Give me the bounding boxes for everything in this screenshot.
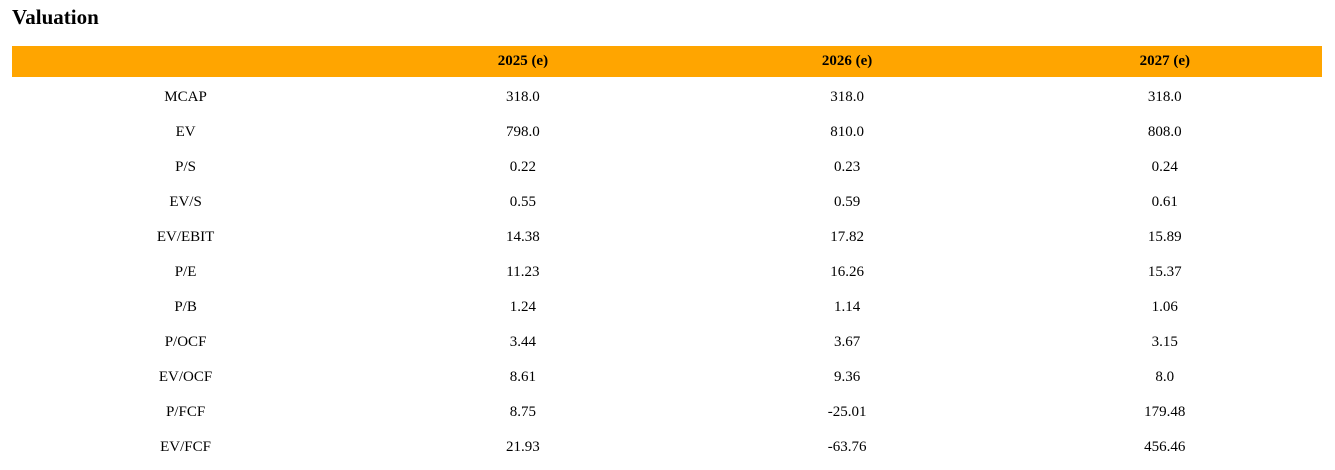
metric-value: 808.0 [1007,115,1322,150]
metric-value: 3.44 [359,325,687,360]
metric-value: 798.0 [359,115,687,150]
metric-value: 3.67 [686,325,1008,360]
metric-column-header [12,46,360,77]
metric-value: 15.37 [1007,255,1322,290]
metric-label: P/E [12,255,360,290]
metric-value: 11.23 [359,255,687,290]
metric-label: EV/S [12,185,360,220]
table-row: P/FCF 8.75 -25.01 179.48 [12,395,1322,430]
metric-value: 0.61 [1007,185,1322,220]
metric-value: 456.46 [1007,430,1322,465]
column-header-2027: 2027 (e) [1007,46,1322,77]
table-row: EV/FCF 21.93 -63.76 456.46 [12,430,1322,465]
page-title: Valuation [12,5,99,29]
metric-value: 318.0 [686,77,1008,115]
metric-value: 0.24 [1007,150,1322,185]
metric-value: 9.36 [686,360,1008,395]
metric-value: 14.38 [359,220,687,255]
table-header-row: 2025 (e) 2026 (e) 2027 (e) [12,46,1322,77]
metric-value: 810.0 [686,115,1008,150]
metric-value: 17.82 [686,220,1008,255]
metric-label: EV/OCF [12,360,360,395]
metric-value: 0.55 [359,185,687,220]
metric-label: EV/EBIT [12,220,360,255]
metric-label: MCAP [12,77,360,115]
metric-value: 8.0 [1007,360,1322,395]
table-row: P/B 1.24 1.14 1.06 [12,290,1322,325]
metric-label: EV [12,115,360,150]
metric-value: 1.14 [686,290,1008,325]
metric-value: -63.76 [686,430,1008,465]
metric-label: EV/FCF [12,430,360,465]
metric-label: P/FCF [12,395,360,430]
column-header-2025: 2025 (e) [359,46,687,77]
table-row: EV/S 0.55 0.59 0.61 [12,185,1322,220]
table-row: EV/OCF 8.61 9.36 8.0 [12,360,1322,395]
table-row: P/OCF 3.44 3.67 3.15 [12,325,1322,360]
metric-value: 318.0 [1007,77,1322,115]
metric-label: P/OCF [12,325,360,360]
metric-value: 15.89 [1007,220,1322,255]
table-row: MCAP 318.0 318.0 318.0 [12,77,1322,115]
table-row: EV/EBIT 14.38 17.82 15.89 [12,220,1322,255]
metric-value: 1.06 [1007,290,1322,325]
metric-value: -25.01 [686,395,1008,430]
table-row: P/S 0.22 0.23 0.24 [12,150,1322,185]
column-header-2026: 2026 (e) [686,46,1008,77]
metric-value: 8.61 [359,360,687,395]
table-row: EV 798.0 810.0 808.0 [12,115,1322,150]
table-body: MCAP 318.0 318.0 318.0 EV 798.0 810.0 808.0 P/S 0… [12,77,1322,465]
metric-value: 0.23 [686,150,1008,185]
metric-label: P/B [12,290,360,325]
metric-label: P/S [12,150,360,185]
metric-value: 3.15 [1007,325,1322,360]
valuation-table: 2025 (e) 2026 (e) 2027 (e) MCAP 318.0 318.… [12,46,1322,465]
metric-value: 21.93 [359,430,687,465]
table-row: P/E 11.23 16.26 15.37 [12,255,1322,290]
metric-value: 8.75 [359,395,687,430]
metric-value: 318.0 [359,77,687,115]
metric-value: 16.26 [686,255,1008,290]
metric-value: 1.24 [359,290,687,325]
metric-value: 0.22 [359,150,687,185]
metric-value: 179.48 [1007,395,1322,430]
metric-value: 0.59 [686,185,1008,220]
